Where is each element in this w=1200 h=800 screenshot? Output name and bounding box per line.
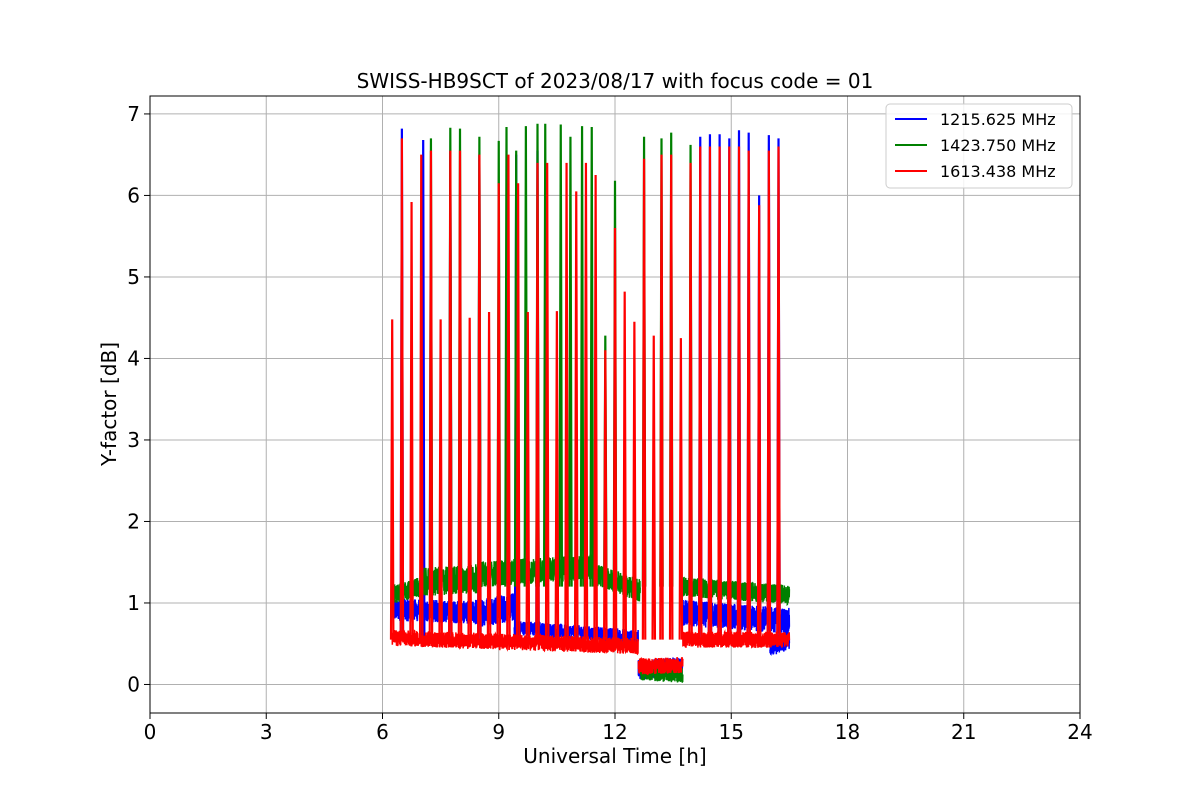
series-baseline [391, 598, 477, 624]
legend-label-1423: 1423.750 MHz [940, 136, 1056, 155]
series-spike [568, 136, 573, 587]
series-spike [515, 183, 521, 640]
x-tick-label: 15 [719, 720, 744, 744]
series-spike [525, 311, 531, 640]
series-spike [457, 150, 463, 640]
x-tick-label: 0 [144, 720, 157, 744]
series-spike [486, 311, 492, 640]
series-spike [428, 150, 434, 640]
series-spike [651, 335, 657, 640]
series-spike [612, 228, 618, 640]
y-tick-label: 7 [127, 102, 140, 126]
series-spike [583, 162, 589, 640]
y-tick-label: 0 [127, 672, 140, 696]
y-tick-label: 1 [127, 591, 140, 615]
series-spike [448, 150, 453, 640]
y-tick-label: 3 [127, 428, 140, 452]
series-spike [603, 350, 608, 640]
series-spike [564, 162, 569, 640]
series-spike [389, 319, 395, 640]
x-tick-label: 6 [376, 720, 389, 744]
y-tick-label: 2 [127, 509, 140, 533]
y-axis-label: Y-factor [dB] [97, 342, 121, 467]
series-spike [544, 162, 550, 640]
series-spike [736, 146, 742, 640]
series-baseline [682, 629, 791, 649]
series-spike [688, 162, 693, 640]
y-tick-label: 6 [127, 183, 140, 207]
series-spike [467, 317, 472, 640]
series-spike [589, 126, 595, 587]
chart-title: SWISS-HB9SCT of 2023/08/17 with focus co… [357, 69, 874, 93]
series-spike [746, 150, 751, 640]
series-spike [659, 154, 664, 640]
series-spike [756, 205, 762, 640]
series-baseline [391, 577, 422, 603]
series-spike [622, 291, 627, 640]
y-tick-label: 5 [127, 265, 140, 289]
series-spike [554, 311, 560, 640]
series-spike [496, 183, 502, 640]
series-spike [678, 338, 684, 640]
series-spike [668, 154, 674, 640]
series-spike [579, 126, 585, 587]
x-tick-label: 3 [260, 720, 273, 744]
x-tick-label: 9 [492, 720, 505, 744]
series-spike [632, 321, 637, 640]
series-spike [766, 150, 772, 640]
series-spike [535, 162, 540, 640]
x-tick-label: 18 [835, 720, 860, 744]
series-spike [717, 146, 722, 640]
legend-label-1613: 1613.438 MHz [940, 162, 1056, 181]
series-spike [727, 146, 732, 640]
series-spike [506, 154, 511, 640]
series-2 [389, 138, 791, 676]
series-spike [438, 319, 443, 640]
series-baseline [637, 656, 684, 676]
x-tick-label: 21 [951, 720, 976, 744]
x-tick-label: 12 [602, 720, 627, 744]
series-spike [409, 201, 414, 640]
series-spike [558, 124, 564, 587]
legend-label-1215: 1215.625 MHz [940, 110, 1056, 129]
series-spike [641, 158, 647, 640]
series-spike [593, 175, 598, 640]
series-spike [776, 146, 781, 640]
y-tick-label: 4 [127, 346, 140, 370]
series-spike [477, 154, 482, 640]
plot-series [389, 123, 791, 683]
legend-box [885, 103, 1073, 189]
series-spike [697, 146, 703, 640]
series-spike [573, 191, 579, 640]
series-spike [399, 138, 405, 640]
x-tick-label: 24 [1067, 720, 1092, 744]
legend: 1215.625 MHz 1423.750 MHz 1613.438 MHz [885, 103, 1073, 189]
series-spike [707, 146, 713, 640]
x-axis-label: Universal Time [h] [523, 744, 706, 768]
series-spike [418, 154, 424, 640]
series-baseline [513, 620, 639, 645]
